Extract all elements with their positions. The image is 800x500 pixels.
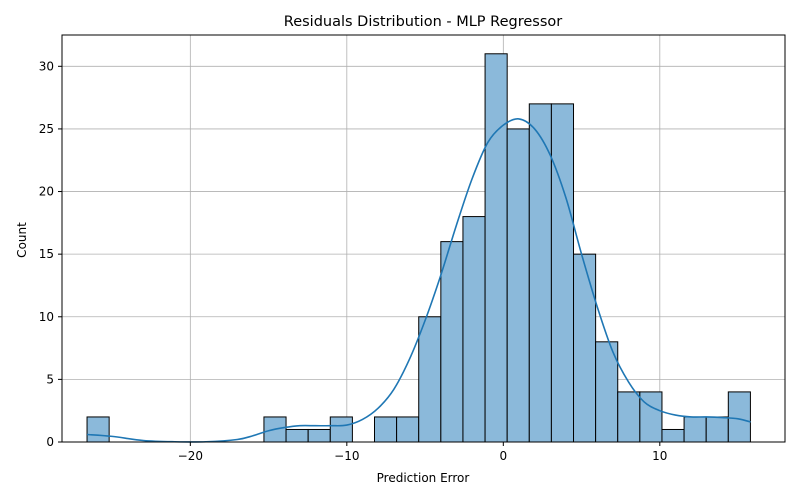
histogram-bar	[440, 241, 464, 443]
histogram-bar	[573, 253, 597, 443]
histogram-bar	[661, 428, 685, 443]
histogram-bar	[374, 416, 398, 443]
histogram-bar	[639, 391, 663, 443]
y-tick-label: 30	[39, 59, 54, 73]
histogram-bar	[418, 316, 442, 443]
x-axis-label: Prediction Error	[377, 471, 470, 485]
y-tick-label: 0	[46, 435, 54, 449]
histogram-bar	[705, 416, 729, 443]
kde-line	[86, 118, 751, 443]
y-tick-label: 5	[46, 372, 54, 386]
histogram-bar	[484, 53, 508, 443]
y-tick-label: 25	[39, 122, 54, 136]
histogram-bar	[285, 428, 309, 443]
plot-frame	[61, 34, 786, 443]
x-tick-label: 10	[652, 449, 667, 463]
histogram-bar	[462, 216, 486, 443]
y-tick-label: 10	[39, 310, 54, 324]
y-tick-label: 20	[39, 185, 54, 199]
y-axis-label: Count	[15, 222, 29, 258]
histogram-bar	[506, 128, 530, 443]
histogram-bar	[307, 428, 331, 443]
axes-frame	[61, 34, 786, 443]
histogram-bar	[683, 416, 707, 443]
histogram-bar	[727, 391, 751, 443]
histogram-bar	[86, 416, 110, 443]
histogram-bar	[550, 103, 575, 443]
x-tick-label: −10	[334, 449, 359, 463]
histogram-bar	[396, 416, 420, 443]
x-tick-label: 0	[499, 449, 507, 463]
histogram-bar	[617, 391, 641, 443]
histogram-bars	[86, 53, 751, 443]
tick-labels: −20 −10 0 10 0 5 10 15 20 25 30	[39, 59, 668, 463]
chart-title: Residuals Distribution - MLP Regressor	[284, 14, 562, 30]
kde-curve-group	[86, 118, 751, 443]
histogram-bar	[528, 103, 552, 443]
x-tick-label: −20	[178, 449, 203, 463]
histogram-bar	[329, 416, 353, 443]
y-tick-label: 15	[39, 247, 54, 261]
